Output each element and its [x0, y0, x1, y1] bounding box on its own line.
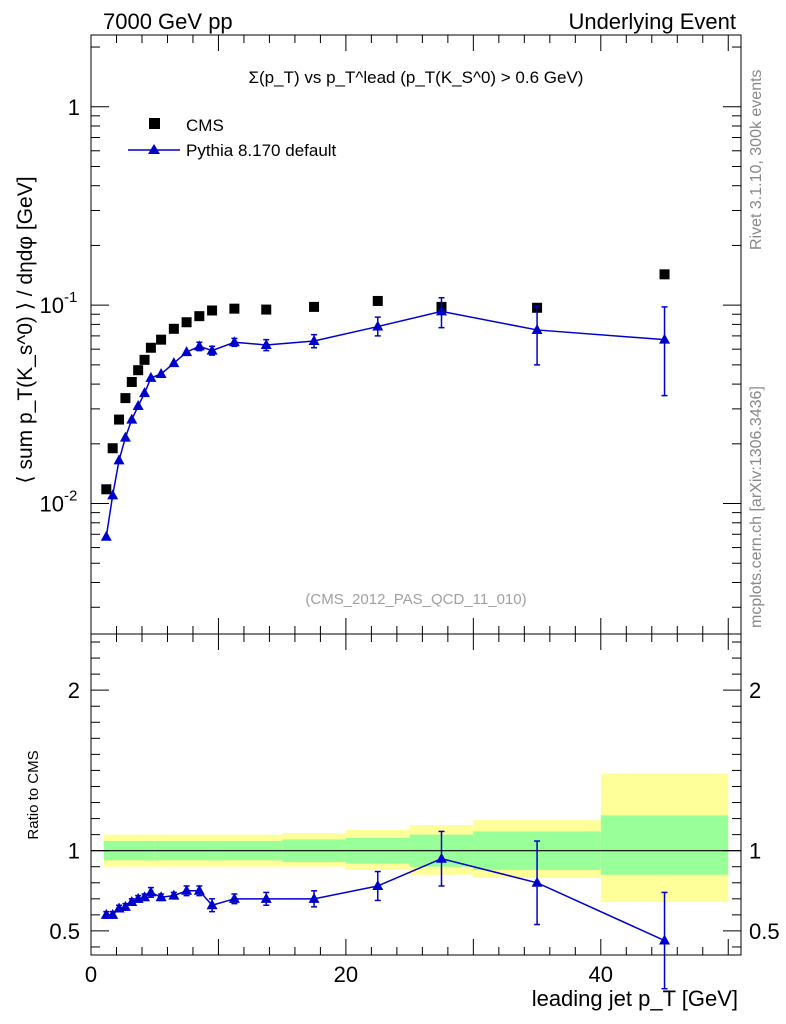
pythia-point-19 — [659, 333, 671, 344]
x-tick-label-40: 40 — [589, 962, 613, 987]
cms-point-19 — [659, 269, 670, 280]
cms-point-11 — [194, 311, 205, 322]
ratio-y-axis-label: Ratio to CMS — [25, 750, 42, 839]
ratio-point-19 — [659, 934, 671, 945]
pythia-point-8 — [155, 367, 167, 378]
cms-point-9 — [168, 323, 179, 334]
ratio-point-11 — [193, 884, 205, 895]
cms-point-14 — [261, 304, 272, 315]
ratio-point-6 — [139, 891, 151, 902]
cms-point-12 — [207, 305, 218, 316]
x-tick-label-20: 20 — [334, 962, 358, 987]
ratio-point-14 — [260, 892, 272, 903]
cms-point-8 — [156, 334, 167, 345]
pythia-point-4 — [126, 413, 138, 424]
pythia-point-10 — [181, 346, 193, 357]
mcplots-source-label: mcplots.cern.ch [arXiv:1306.3436] — [748, 386, 765, 628]
y-tick-label-base-1: 10 — [40, 293, 64, 318]
cms-point-3 — [120, 393, 131, 404]
cms-point-4 — [126, 376, 137, 387]
cms-point-16 — [372, 295, 383, 306]
pythia-point-2 — [113, 454, 125, 465]
cms-point-5 — [133, 365, 144, 376]
ratio-tick-label-left-0.5: 0.5 — [49, 919, 80, 944]
ratio-point-18 — [531, 876, 543, 887]
ratio-point-4 — [126, 896, 138, 907]
pythia-point-12 — [206, 344, 218, 355]
ratio-point-16 — [372, 879, 384, 890]
x-tick-label-0: 0 — [85, 962, 97, 987]
y-tick-label-exp-0: -2 — [64, 488, 77, 505]
cms-point-15 — [309, 301, 320, 312]
plot-title: Σ(p_T) vs p_T^lead (p_T(K_S^0) > 0.6 GeV… — [249, 68, 584, 87]
ratio-tick-label-right-0.5: 0.5 — [749, 919, 780, 944]
pythia-point-18 — [531, 323, 543, 334]
ratio-point-17 — [435, 852, 447, 863]
analysis-id-label: (CMS_2012_PAS_QCD_11_010) — [305, 591, 526, 608]
pythia-point-7 — [145, 371, 157, 382]
cms-point-10 — [181, 317, 192, 328]
ratio-point-8 — [155, 891, 167, 902]
ratio-point-1 — [107, 908, 119, 919]
pythia-point-16 — [372, 320, 384, 331]
legend-cms-label: CMS — [186, 116, 224, 135]
y-tick-label-base-0: 10 — [40, 492, 64, 517]
legend-pythia-marker — [148, 144, 160, 154]
ratio-tick-label-left-1: 1 — [68, 839, 80, 864]
ratio-tick-label-left-2: 2 — [68, 678, 80, 703]
ratio-point-7 — [145, 886, 157, 897]
legend-cms-marker — [149, 118, 160, 129]
pythia-point-17 — [435, 305, 447, 316]
ratio-point-3 — [119, 900, 131, 911]
ratio-point-13 — [228, 892, 240, 903]
pythia-line — [105, 310, 665, 537]
cms-point-0 — [101, 484, 112, 495]
ratio-plot-frame — [90, 633, 742, 956]
header-energy-label: 7000 GeV pp — [103, 9, 233, 34]
ratio-green-band-7 — [600, 815, 729, 875]
x-axis-label: leading jet p_T [GeV] — [532, 986, 738, 1011]
ratio-point-9 — [168, 889, 180, 900]
pythia-point-11 — [193, 340, 205, 351]
pythia-point-5 — [132, 400, 144, 411]
pythia-point-9 — [168, 357, 180, 368]
cms-point-2 — [114, 414, 125, 425]
ratio-point-10 — [181, 884, 193, 895]
ratio-point-15 — [308, 892, 320, 903]
ratio-tick-label-right-2: 2 — [749, 678, 761, 703]
pythia-point-1 — [107, 489, 119, 500]
pythia-point-3 — [119, 431, 131, 442]
rivet-version-label: Rivet 3.1.10, 300k events — [748, 69, 765, 250]
pythia-point-0 — [100, 530, 112, 541]
cms-point-7 — [145, 342, 156, 353]
y-axis-label: ⟨ sum p_T(K_s^0) ⟩ / dηdφ [GeV] — [14, 176, 37, 483]
cms-point-13 — [229, 303, 240, 314]
pythia-point-6 — [139, 387, 151, 398]
y-tick-label-2: 1 — [68, 95, 80, 120]
y-tick-label-exp-1: -1 — [64, 289, 77, 306]
ratio-tick-label-right-1: 1 — [749, 839, 761, 864]
pythia-point-15 — [308, 334, 320, 345]
cms-point-6 — [139, 354, 150, 365]
header-process-label: Underlying Event — [568, 9, 736, 34]
pythia-point-14 — [260, 338, 272, 349]
cms-point-1 — [107, 443, 118, 454]
pythia-point-13 — [228, 336, 240, 347]
ratio-point-12 — [206, 899, 218, 910]
legend-pythia-label: Pythia 8.170 default — [186, 141, 337, 160]
